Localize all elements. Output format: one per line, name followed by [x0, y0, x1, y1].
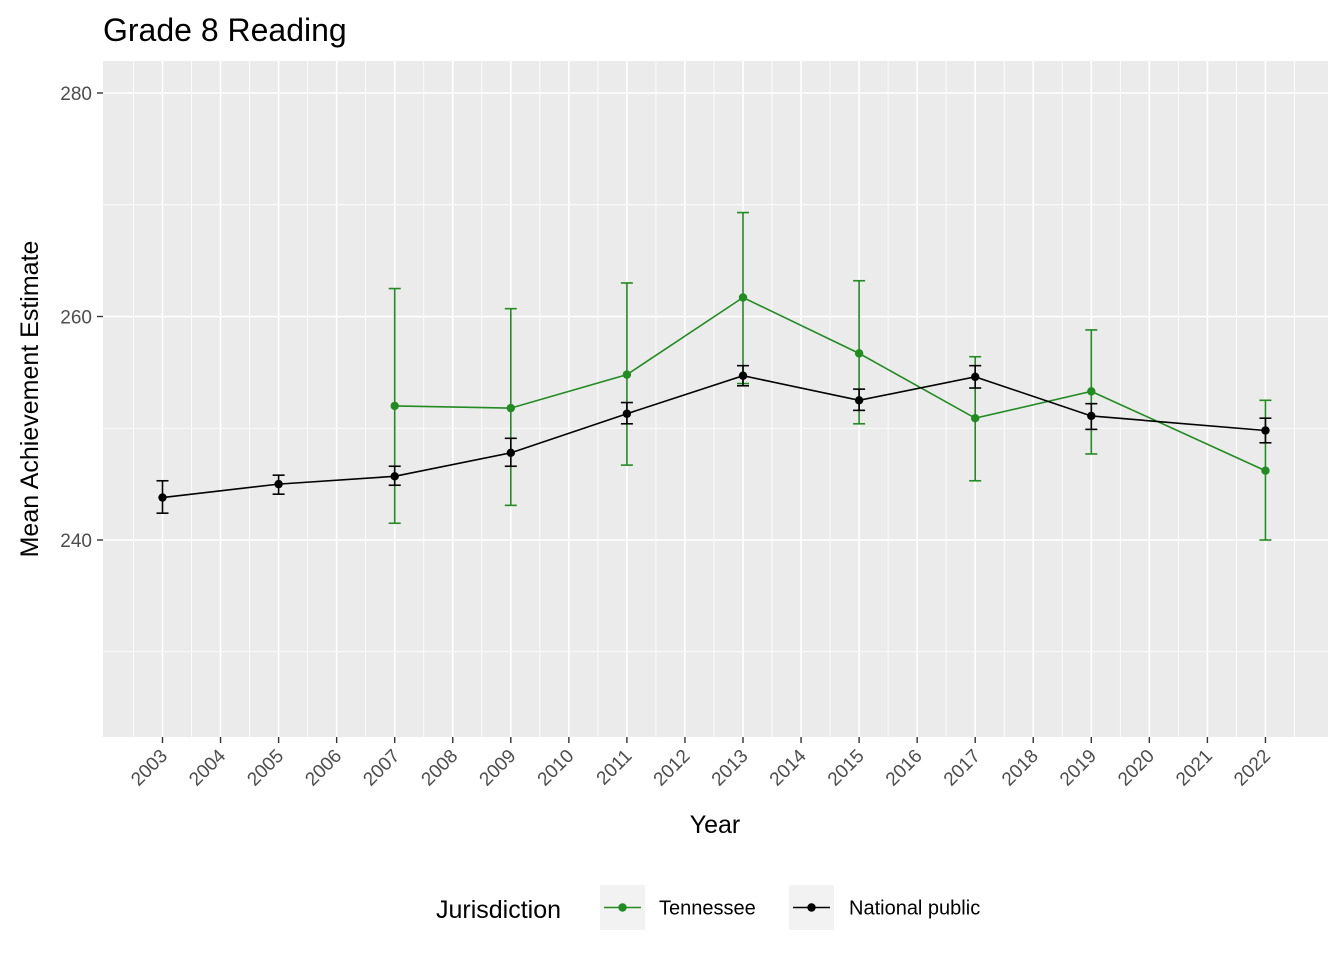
x-tick-label: 2009 — [476, 746, 521, 791]
x-tick-label: 2015 — [824, 746, 869, 791]
x-tick-label: 2007 — [359, 746, 404, 791]
data-point — [971, 413, 980, 423]
series-line — [394, 296, 1266, 472]
y-tick-label: 260 — [60, 308, 92, 329]
legend-label: Tennessee — [659, 898, 756, 920]
x-tick-label: 2022 — [1230, 746, 1275, 791]
data-point — [390, 401, 399, 411]
data-point — [854, 349, 864, 358]
y-tick-label: 240 — [60, 531, 92, 552]
x-tick-label: 2019 — [1056, 746, 1101, 791]
x-tick-label: 2012 — [650, 746, 695, 791]
data-point — [971, 372, 980, 382]
series-layer — [156, 211, 1272, 541]
x-tick-label: 2016 — [882, 746, 927, 791]
data-point — [738, 371, 748, 380]
gridlines — [103, 61, 1328, 737]
x-tick-label: 2010 — [534, 746, 579, 791]
x-tick-label: 2011 — [593, 746, 637, 790]
data-point — [622, 409, 632, 418]
x-tick-label: 2004 — [185, 745, 230, 790]
x-tick-label: 2020 — [1114, 746, 1159, 791]
data-point — [1087, 387, 1096, 396]
legend-title: Jurisdiction — [436, 896, 561, 924]
x-tick-label: 2003 — [127, 746, 172, 791]
x-tick-label: 2017 — [940, 746, 985, 791]
x-tick-label: 2014 — [766, 745, 811, 790]
series-national-public — [156, 364, 1272, 514]
data-point — [506, 403, 515, 413]
data-point — [1261, 426, 1270, 435]
chart-title: Grade 8 Reading — [103, 12, 347, 48]
data-point — [854, 396, 864, 405]
x-tick-label: 2013 — [708, 746, 753, 791]
data-point — [158, 493, 167, 502]
x-axis-title: Year — [690, 811, 741, 839]
data-point — [274, 479, 283, 489]
data-point — [390, 472, 399, 481]
x-tick-label: 2018 — [998, 746, 1043, 791]
legend-key-point — [618, 903, 627, 912]
data-point — [1261, 466, 1270, 475]
x-tick-label: 2006 — [301, 746, 346, 791]
data-point — [506, 448, 515, 458]
legend-label: National public — [849, 898, 980, 920]
legend: Jurisdiction Tennessee National public — [436, 885, 980, 930]
legend-key-point — [807, 903, 816, 912]
series-line — [162, 374, 1266, 499]
x-tick-label: 2005 — [243, 746, 288, 791]
data-point — [1087, 411, 1096, 421]
y-axis-title: Mean Achievement Estimate — [16, 241, 44, 558]
x-tick-label: 2021 — [1172, 746, 1217, 791]
data-point — [738, 293, 748, 302]
data-point — [622, 370, 632, 379]
plot-panel — [103, 61, 1328, 737]
x-tick-label: 2008 — [418, 746, 463, 791]
y-tick-label: 280 — [60, 84, 92, 105]
